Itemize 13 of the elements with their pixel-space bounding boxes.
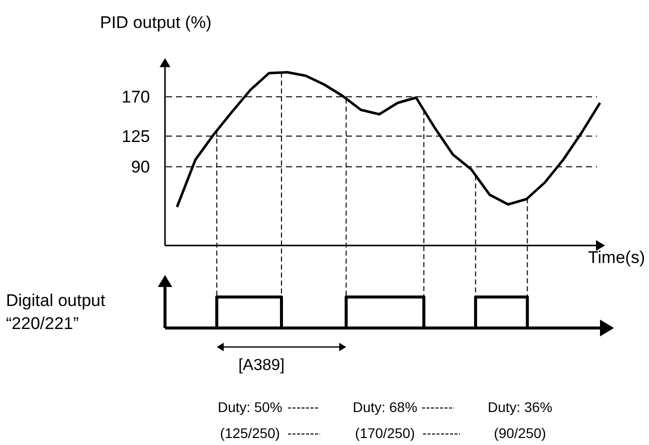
text: [A389]: [238, 357, 285, 374]
y-tick-label: 170: [122, 88, 150, 107]
x-axis-title: Time(s): [588, 248, 645, 267]
text: (170/250): [355, 425, 415, 441]
text: Duty: 50%: [218, 399, 282, 415]
text: Duty: 68%: [352, 399, 418, 415]
text: (90/250): [494, 425, 546, 441]
y-axis-title: PID output (%): [100, 13, 212, 32]
y-tick-label: 90: [131, 158, 150, 177]
text: (125/250): [220, 425, 280, 441]
text: Duty: 36%: [488, 399, 552, 415]
y-axis-title: Digital output “220/221”: [6, 291, 106, 333]
y-tick-label: 125: [122, 127, 150, 146]
